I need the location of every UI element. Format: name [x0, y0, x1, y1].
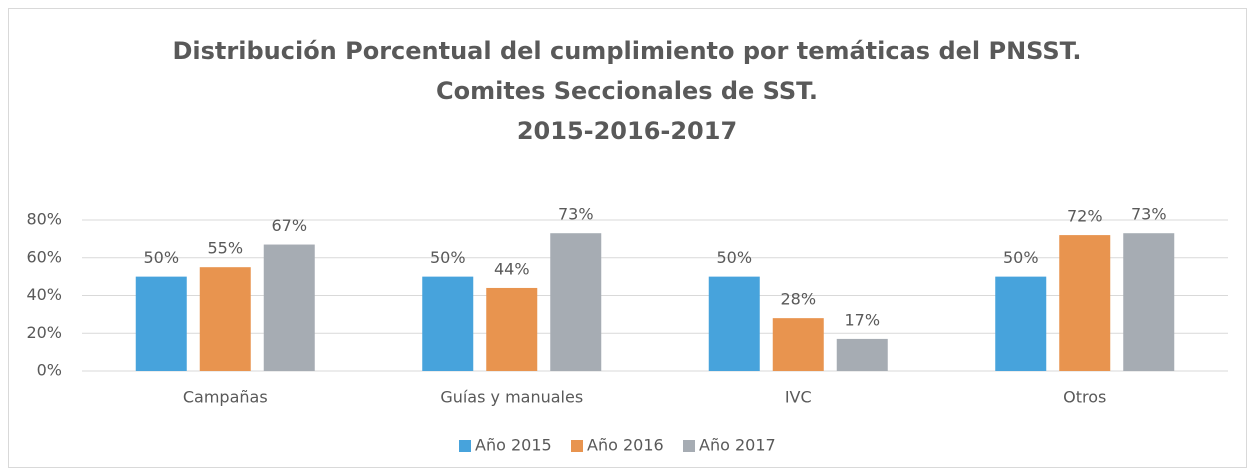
bar — [199, 267, 251, 371]
value-label: 50% — [143, 248, 179, 267]
value-label: 55% — [207, 239, 243, 258]
bar — [263, 244, 315, 371]
bar — [1123, 233, 1175, 371]
bar — [422, 276, 474, 371]
legend-swatch — [459, 440, 471, 452]
chart-title: Comites Seccionales de SST. — [436, 77, 818, 105]
bar — [708, 276, 760, 371]
bar — [550, 233, 602, 371]
chart-border — [8, 8, 1247, 468]
y-tick-label: 80% — [26, 210, 62, 229]
value-label: 72% — [1067, 207, 1103, 226]
chart-title: Distribución Porcentual del cumplimiento… — [173, 37, 1082, 65]
value-label: 50% — [716, 248, 752, 267]
legend-label: Año 2017 — [699, 436, 776, 455]
y-tick-label: 40% — [26, 285, 62, 304]
y-tick-label: 60% — [26, 247, 62, 266]
x-tick-label: IVC — [785, 388, 812, 407]
value-label: 73% — [1131, 205, 1167, 224]
legend-swatch — [571, 440, 583, 452]
value-label: 67% — [271, 216, 307, 235]
bar — [486, 287, 538, 371]
x-tick-label: Campañas — [183, 388, 268, 407]
value-label: 73% — [558, 205, 594, 224]
y-tick-label: 20% — [26, 323, 62, 342]
bar — [836, 338, 888, 371]
bar — [1059, 235, 1111, 371]
legend-label: Año 2016 — [587, 436, 664, 455]
bar — [995, 276, 1047, 371]
value-label: 50% — [1003, 248, 1039, 267]
x-tick-label: Guías y manuales — [440, 388, 583, 407]
value-label: 28% — [780, 290, 816, 309]
x-tick-label: Otros — [1063, 388, 1106, 407]
value-label: 17% — [844, 310, 880, 329]
value-label: 50% — [430, 248, 466, 267]
bar — [772, 318, 824, 371]
value-label: 44% — [494, 259, 530, 278]
chart-title: 2015-2016-2017 — [517, 117, 737, 145]
bar — [135, 276, 187, 371]
y-tick-label: 0% — [37, 361, 62, 380]
legend-swatch — [683, 440, 695, 452]
legend-label: Año 2015 — [475, 436, 552, 455]
